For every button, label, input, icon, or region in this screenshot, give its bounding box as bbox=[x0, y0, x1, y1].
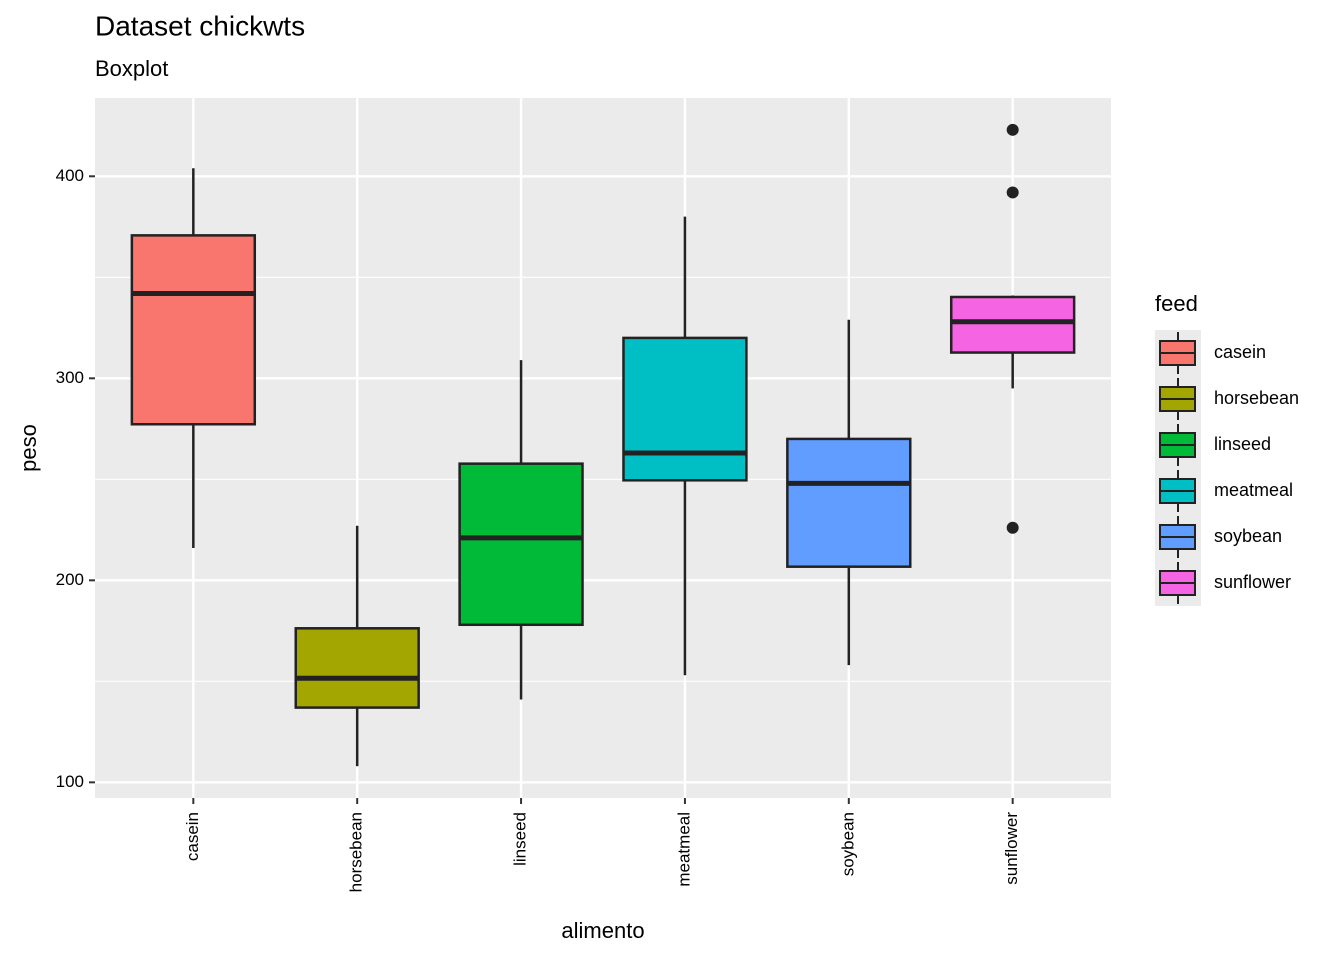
outlier bbox=[1006, 521, 1019, 534]
x-tick-label: sunflower bbox=[1002, 812, 1021, 885]
box bbox=[786, 437, 912, 568]
box bbox=[949, 295, 1076, 354]
box bbox=[458, 462, 584, 627]
legend-label: horsebean bbox=[1214, 388, 1299, 408]
outlier bbox=[1006, 186, 1019, 199]
outlier bbox=[1006, 123, 1019, 136]
y-tick-label: 200 bbox=[56, 570, 84, 589]
x-tick-label: linseed bbox=[511, 812, 530, 866]
legend-title: feed bbox=[1155, 291, 1198, 316]
x-tick-label: soybean bbox=[838, 812, 857, 876]
chart-title: Dataset chickwts bbox=[95, 10, 305, 41]
legend-label: casein bbox=[1214, 342, 1266, 362]
legend-label: meatmeal bbox=[1214, 480, 1293, 500]
box bbox=[294, 627, 420, 709]
y-tick-label: 300 bbox=[56, 368, 84, 387]
legend-label: linseed bbox=[1214, 434, 1271, 454]
y-axis-label: peso bbox=[16, 424, 41, 472]
x-axis-label: alimento bbox=[561, 918, 644, 943]
y-tick-label: 100 bbox=[56, 772, 84, 791]
chart-subtitle: Boxplot bbox=[95, 56, 168, 81]
x-tick-label: meatmeal bbox=[674, 812, 693, 887]
x-tick-label: casein bbox=[183, 812, 202, 861]
legend-label: sunflower bbox=[1214, 572, 1291, 592]
legend-label: soybean bbox=[1214, 526, 1282, 546]
y-tick-label: 400 bbox=[56, 166, 84, 185]
x-tick-label: horsebean bbox=[347, 812, 366, 892]
box bbox=[130, 234, 257, 426]
panel bbox=[95, 98, 1111, 798]
box bbox=[622, 336, 748, 482]
